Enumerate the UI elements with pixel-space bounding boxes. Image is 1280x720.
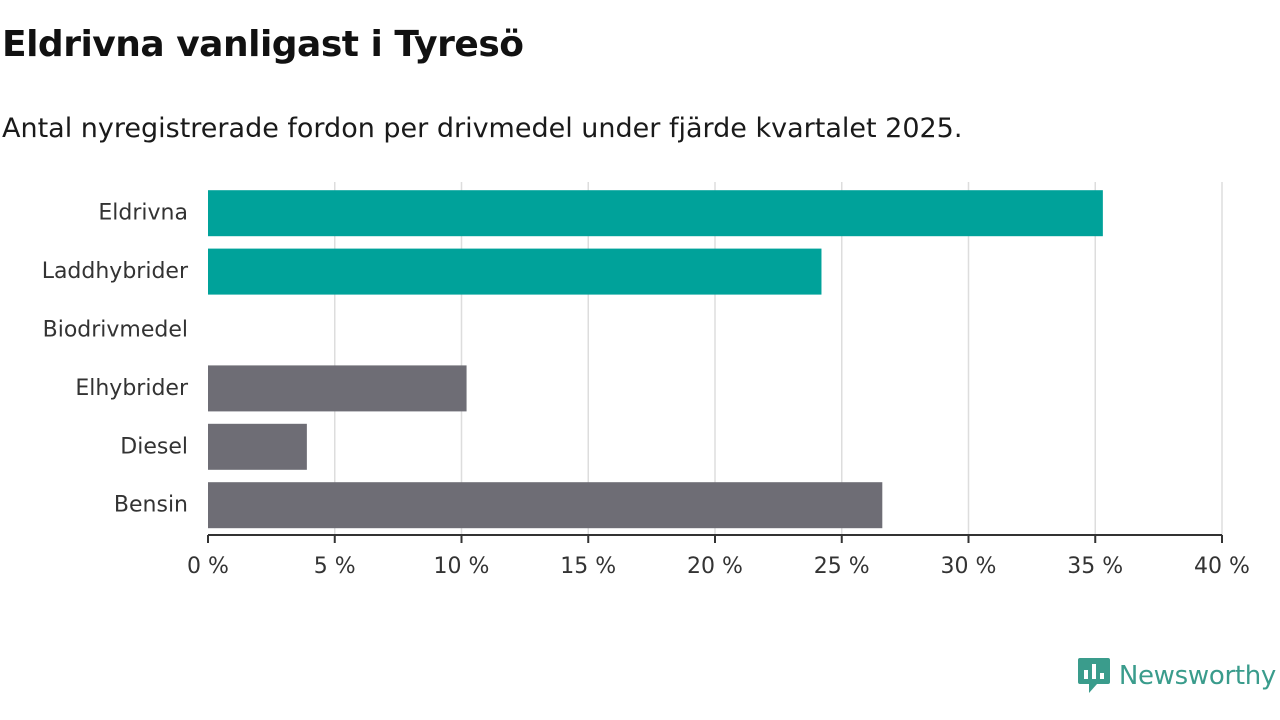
bar bbox=[208, 190, 1103, 237]
x-tick-label: 20 % bbox=[687, 554, 743, 579]
x-tick-label: 30 % bbox=[941, 554, 997, 579]
bar bbox=[208, 482, 883, 529]
brand-name: Newsworthy bbox=[1118, 661, 1276, 691]
category-label: Bensin bbox=[114, 493, 188, 518]
chart-title: Eldrivna vanligast i Tyresö bbox=[2, 24, 524, 65]
category-label: Biodrivmedel bbox=[43, 318, 188, 343]
x-tick-label: 5 % bbox=[314, 554, 356, 579]
x-tick-label: 0 % bbox=[187, 554, 229, 579]
bar bbox=[208, 423, 307, 470]
category-label: Diesel bbox=[120, 434, 188, 459]
bar-chart: Eldrivna Laddhybrider Biodrivmedel Elhybrid… bbox=[42, 182, 1250, 579]
x-tick-label: 15 % bbox=[560, 554, 616, 579]
category-label: Elhybrider bbox=[75, 376, 189, 401]
x-tick-label: 25 % bbox=[814, 554, 870, 579]
x-tick-label: 40 % bbox=[1194, 554, 1250, 579]
bar bbox=[208, 248, 822, 295]
bar bbox=[208, 365, 467, 412]
x-tick-label: 10 % bbox=[434, 554, 490, 579]
category-label: Laddhybrider bbox=[42, 259, 189, 284]
category-label: Eldrivna bbox=[98, 201, 188, 226]
brand-logo: Newsworthy bbox=[1077, 656, 1276, 696]
chart-subtitle: Antal nyregistrerade fordon per drivmede… bbox=[2, 113, 963, 144]
newsworthy-logo-icon bbox=[1077, 658, 1110, 693]
x-tick-label: 35 % bbox=[1067, 554, 1123, 579]
